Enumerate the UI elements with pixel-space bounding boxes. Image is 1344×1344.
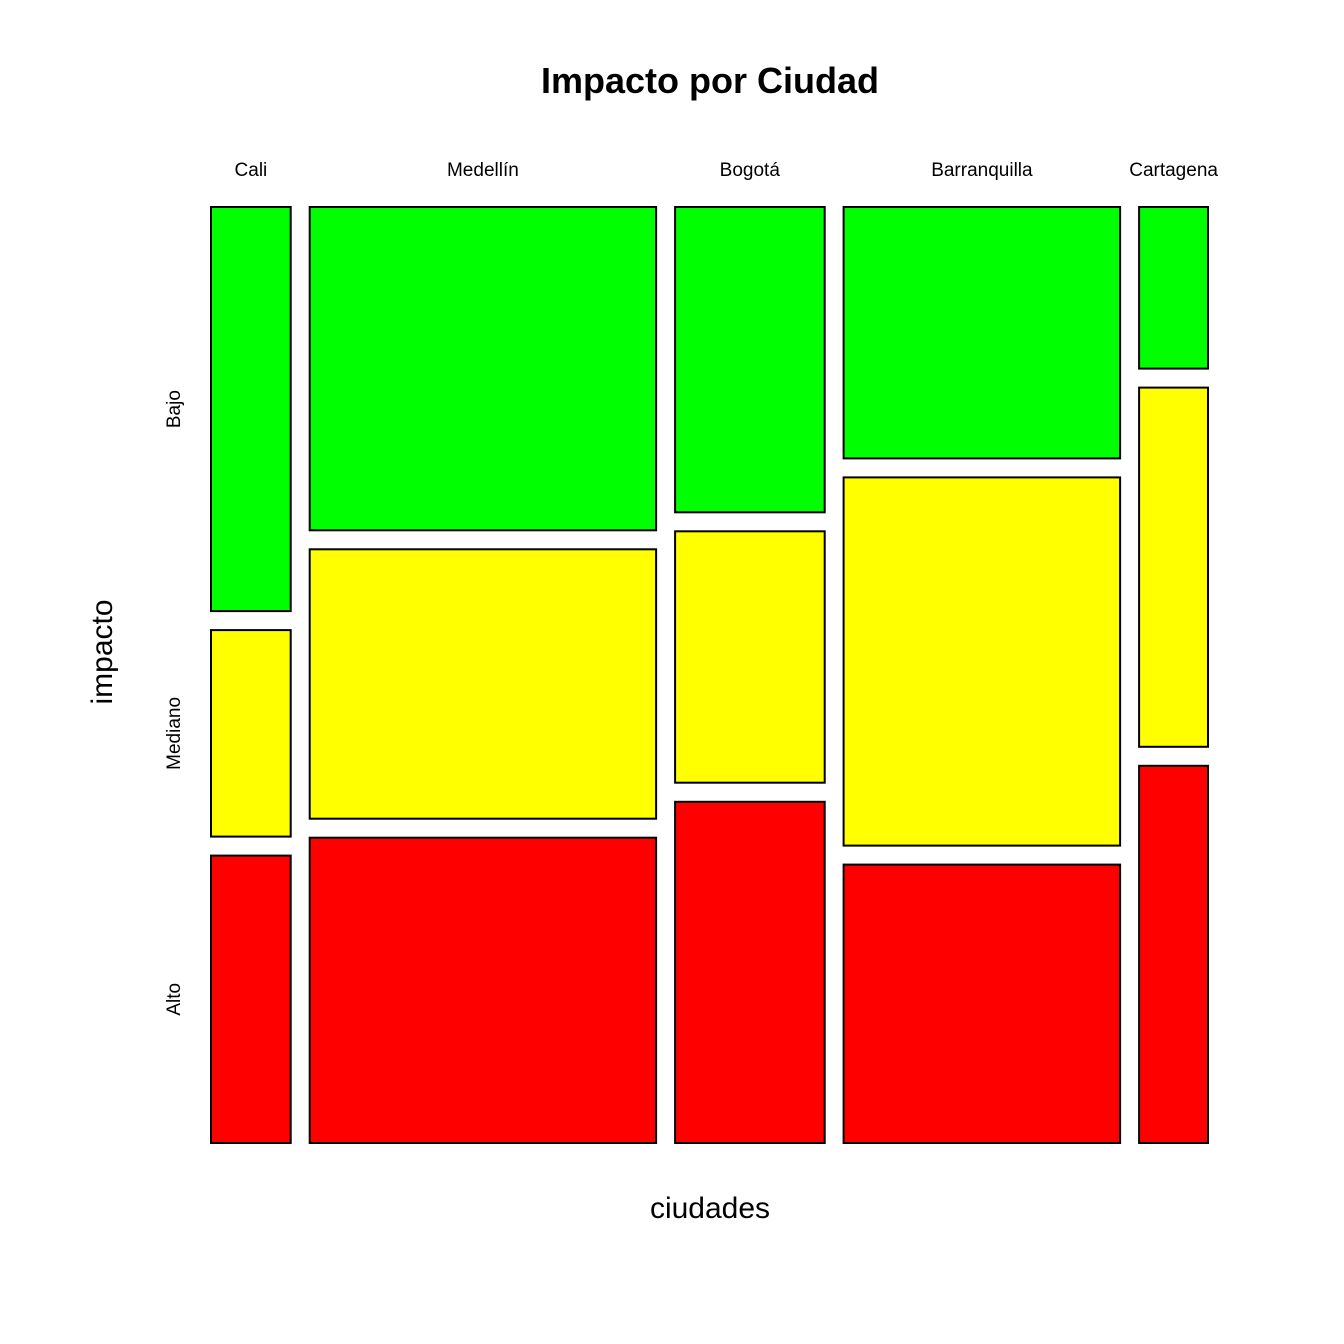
category-label-medellin: Medellín xyxy=(447,160,519,181)
tile-cali-mediano xyxy=(210,629,292,838)
tile-cali-alto xyxy=(210,854,292,1144)
tile-medellin-alto xyxy=(308,836,658,1144)
category-label-cartagena: Cartagena xyxy=(1129,160,1218,181)
tile-bogota-bajo xyxy=(674,206,826,514)
level-label-alto: Alto xyxy=(164,983,185,1016)
tile-bogota-alto xyxy=(674,800,826,1144)
level-label-mediano: Mediano xyxy=(164,697,185,770)
tile-cartagena-alto xyxy=(1138,764,1209,1144)
mosaic-tiles xyxy=(210,206,1209,1144)
tile-barranquilla-mediano xyxy=(842,476,1122,847)
tile-cartagena-mediano xyxy=(1138,386,1209,748)
category-labels: Cali Medellín Bogotá Barranquilla Cartagena xyxy=(235,160,1219,181)
tile-barranquilla-bajo xyxy=(842,206,1122,460)
tile-cali-bajo xyxy=(210,206,292,613)
level-label-bajo: Bajo xyxy=(164,390,185,428)
x-axis-title: ciudades xyxy=(650,1192,770,1225)
tile-barranquilla-alto xyxy=(842,863,1122,1144)
level-labels: Bajo Mediano Alto xyxy=(164,390,185,1016)
chart-title: Impacto por Ciudad xyxy=(541,60,879,101)
tile-medellin-bajo xyxy=(308,206,658,532)
category-label-cali: Cali xyxy=(235,160,268,181)
category-label-bogota: Bogotá xyxy=(720,160,781,181)
category-label-barranquilla: Barranquilla xyxy=(931,160,1033,181)
tile-bogota-mediano xyxy=(674,530,826,784)
y-axis-title: impacto xyxy=(86,599,119,704)
tile-cartagena-bajo xyxy=(1138,206,1209,370)
tile-medellin-mediano xyxy=(308,548,658,820)
